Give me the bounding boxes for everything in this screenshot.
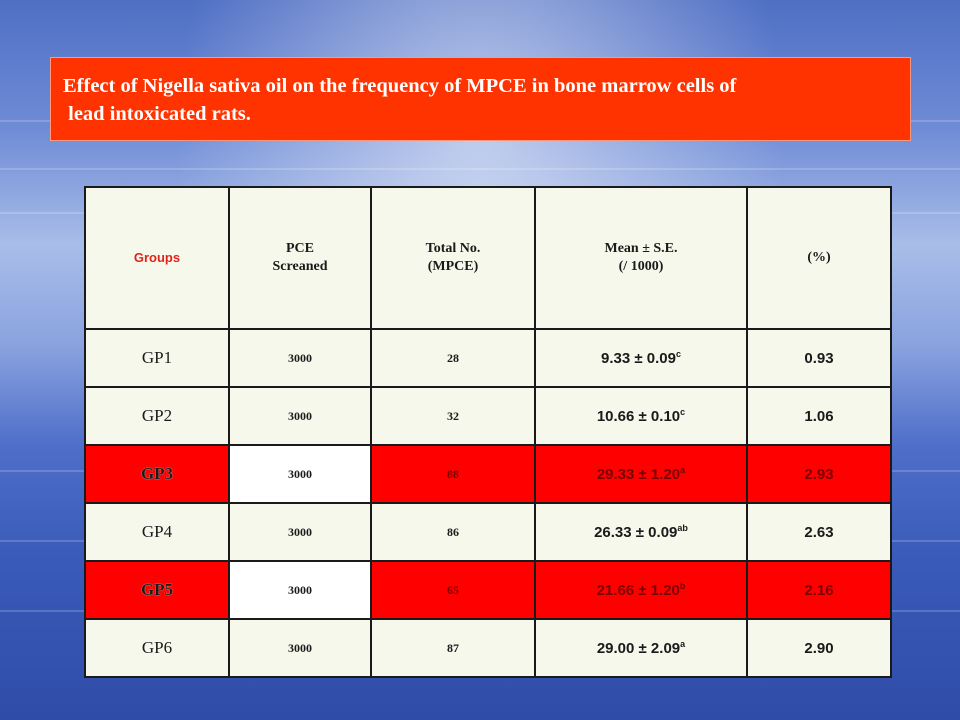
header-mean-line-1: Mean ± S.E. bbox=[604, 241, 678, 256]
cell-percent: 2.90 bbox=[746, 618, 892, 678]
cell-mpce: 87 bbox=[370, 618, 536, 678]
header-mean: Mean ± S.E. (/ 1000) bbox=[534, 186, 748, 330]
cell-mean-superscript: a bbox=[680, 639, 686, 649]
header-percent: (%) bbox=[746, 186, 892, 330]
cell-mean-value: 29.33 ± 1.20 bbox=[596, 466, 681, 483]
table-row: GP6 3000 87 29.00 ± 2.09a 2.90 bbox=[84, 618, 892, 678]
cell-pce: 3000 bbox=[228, 560, 372, 620]
cell-pce: 3000 bbox=[228, 618, 372, 678]
cell-mean: 26.33 ± 0.09ab bbox=[534, 502, 748, 562]
table-row: GP4 3000 86 26.33 ± 0.09ab 2.63 bbox=[84, 502, 892, 562]
cell-mean-superscript: b bbox=[679, 581, 686, 591]
cell-percent: 1.06 bbox=[746, 386, 892, 446]
table-header-row: Groups PCE Screaned Total No. (MPCE) Mea… bbox=[84, 186, 892, 330]
header-pce: PCE Screaned bbox=[228, 186, 372, 330]
cell-mean-value: 10.66 ± 0.10 bbox=[596, 408, 681, 425]
cell-mean-superscript: ab bbox=[677, 523, 688, 533]
cell-mean: 9.33 ± 0.09c bbox=[534, 328, 748, 388]
cell-pce: 3000 bbox=[228, 502, 372, 562]
cell-group: GP1 bbox=[84, 328, 230, 388]
cell-mean-value: 26.33 ± 0.09 bbox=[594, 524, 678, 541]
cell-pce: 3000 bbox=[228, 444, 372, 504]
cell-mean-value: 9.33 ± 0.09 bbox=[601, 350, 676, 367]
cell-group: GP3 bbox=[84, 444, 230, 504]
slide-title-line-2: lead intoxicated rats. bbox=[63, 103, 251, 125]
cell-pce: 3000 bbox=[228, 328, 372, 388]
header-pce-line-1: PCE bbox=[286, 241, 314, 256]
table-row-highlighted: GP5 3000 65 21.66 ± 1.20b 2.16 bbox=[84, 560, 892, 620]
cell-mpce: 65 bbox=[370, 560, 536, 620]
cell-mean-superscript: a bbox=[680, 465, 686, 475]
table-row: GP2 3000 32 10.66 ± 0.10c 1.06 bbox=[84, 386, 892, 446]
header-pce-line-2: Screaned bbox=[272, 259, 328, 274]
cell-mpce: 32 bbox=[370, 386, 536, 446]
cell-mean: 10.66 ± 0.10c bbox=[534, 386, 748, 446]
cell-mean-value: 21.66 ± 1.20 bbox=[596, 582, 680, 599]
cell-mean: 21.66 ± 1.20b bbox=[534, 560, 748, 620]
table-row-highlighted: GP3 3000 88 29.33 ± 1.20a 2.93 bbox=[84, 444, 892, 504]
cell-mpce: 88 bbox=[370, 444, 536, 504]
header-total-line-1: Total No. bbox=[425, 241, 481, 256]
slide-title: Effect of Nigella sativa oil on the freq… bbox=[50, 57, 911, 141]
header-total: Total No. (MPCE) bbox=[370, 186, 536, 330]
cell-group: GP5 bbox=[84, 560, 230, 620]
cell-mean: 29.33 ± 1.20a bbox=[534, 444, 748, 504]
table-row: GP1 3000 28 9.33 ± 0.09c 0.93 bbox=[84, 328, 892, 388]
cell-pce: 3000 bbox=[228, 386, 372, 446]
cell-group: GP2 bbox=[84, 386, 230, 446]
cell-group: GP6 bbox=[84, 618, 230, 678]
cell-mpce: 28 bbox=[370, 328, 536, 388]
cell-percent: 2.16 bbox=[746, 560, 892, 620]
cell-mean: 29.00 ± 2.09a bbox=[534, 618, 748, 678]
cell-mean-superscript: c bbox=[675, 349, 681, 359]
header-groups: Groups bbox=[84, 186, 230, 330]
results-table: Groups PCE Screaned Total No. (MPCE) Mea… bbox=[84, 186, 892, 678]
cell-group: GP4 bbox=[84, 502, 230, 562]
slide-title-line-1: Effect of Nigella sativa oil on the freq… bbox=[63, 75, 737, 97]
cell-percent: 0.93 bbox=[746, 328, 892, 388]
cell-mean-superscript: c bbox=[680, 407, 686, 417]
header-mean-line-2: (/ 1000) bbox=[618, 259, 664, 274]
header-total-line-2: (MPCE) bbox=[427, 259, 479, 274]
cell-percent: 2.93 bbox=[746, 444, 892, 504]
cell-mean-value: 29.00 ± 2.09 bbox=[596, 640, 681, 657]
cell-mpce: 86 bbox=[370, 502, 536, 562]
cell-percent: 2.63 bbox=[746, 502, 892, 562]
